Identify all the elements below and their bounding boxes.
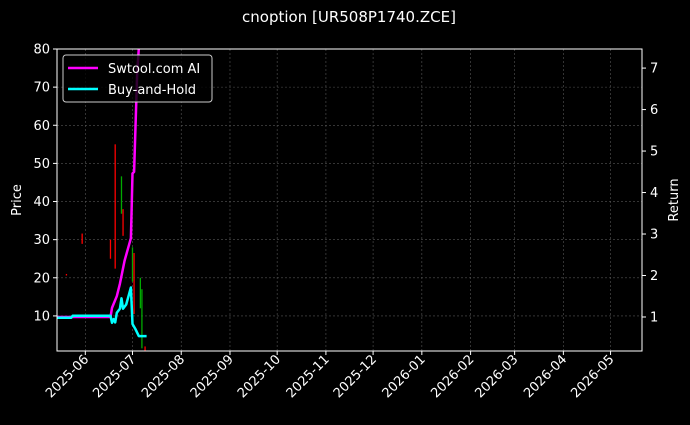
- y-right-tick-label: 3: [650, 228, 658, 243]
- x-tick-label: 2025-10: [235, 352, 284, 401]
- y-axis-label: Price: [10, 184, 25, 216]
- series-line-buy-and-hold: [57, 286, 147, 338]
- x-tick-label: 2025-07: [90, 352, 139, 401]
- y-tick-label: 10: [33, 309, 50, 324]
- y-tick-label: 60: [33, 119, 50, 134]
- x-tick-label: 2026-02: [428, 352, 477, 401]
- y-tick-label: 70: [33, 81, 50, 96]
- legend-box: [62, 54, 213, 103]
- y-tick-label: 80: [33, 43, 50, 58]
- y-right-tick-label: 4: [650, 186, 658, 201]
- x-tick-label: 2026-05: [568, 352, 617, 401]
- y-right-tick-label: 1: [650, 310, 658, 325]
- x-tick-label: 2026-03: [472, 352, 521, 401]
- x-tick-label: 2025-08: [139, 352, 188, 401]
- x-tick-label: 2025-06: [43, 352, 92, 401]
- legend-label-swtool: Swtool.com AI: [108, 62, 200, 77]
- y-tick-label: 50: [33, 157, 50, 172]
- candles: [65, 144, 146, 351]
- series-line-swtool: [57, 49, 141, 319]
- chart-title: cnoption [UR508P1740.ZCE]: [242, 8, 456, 26]
- x-tick-label: 2025-12: [331, 352, 380, 401]
- y-right-tick-label: 5: [650, 145, 658, 160]
- y-right-tick-label: 6: [650, 103, 658, 118]
- y-tick-label: 30: [33, 233, 50, 248]
- legend: Swtool.com AI Buy-and-Hold: [62, 54, 213, 103]
- x-tick-label: 2025-09: [188, 352, 237, 401]
- y-tick-label: 40: [33, 195, 50, 210]
- x-tick-label: 2026-01: [380, 352, 429, 401]
- x-tick-label: 2026-04: [521, 352, 570, 401]
- series-lines: [57, 49, 147, 338]
- y-axis-right-label: Return: [667, 178, 682, 221]
- plot-frame: [56, 48, 643, 352]
- y-right-tick-label: 2: [650, 269, 658, 284]
- y-right-tick-label: 7: [650, 62, 658, 77]
- legend-label-buyhold: Buy-and-Hold: [108, 83, 196, 98]
- x-tick-label: 2025-11: [284, 352, 333, 401]
- y-tick-label: 20: [33, 271, 50, 286]
